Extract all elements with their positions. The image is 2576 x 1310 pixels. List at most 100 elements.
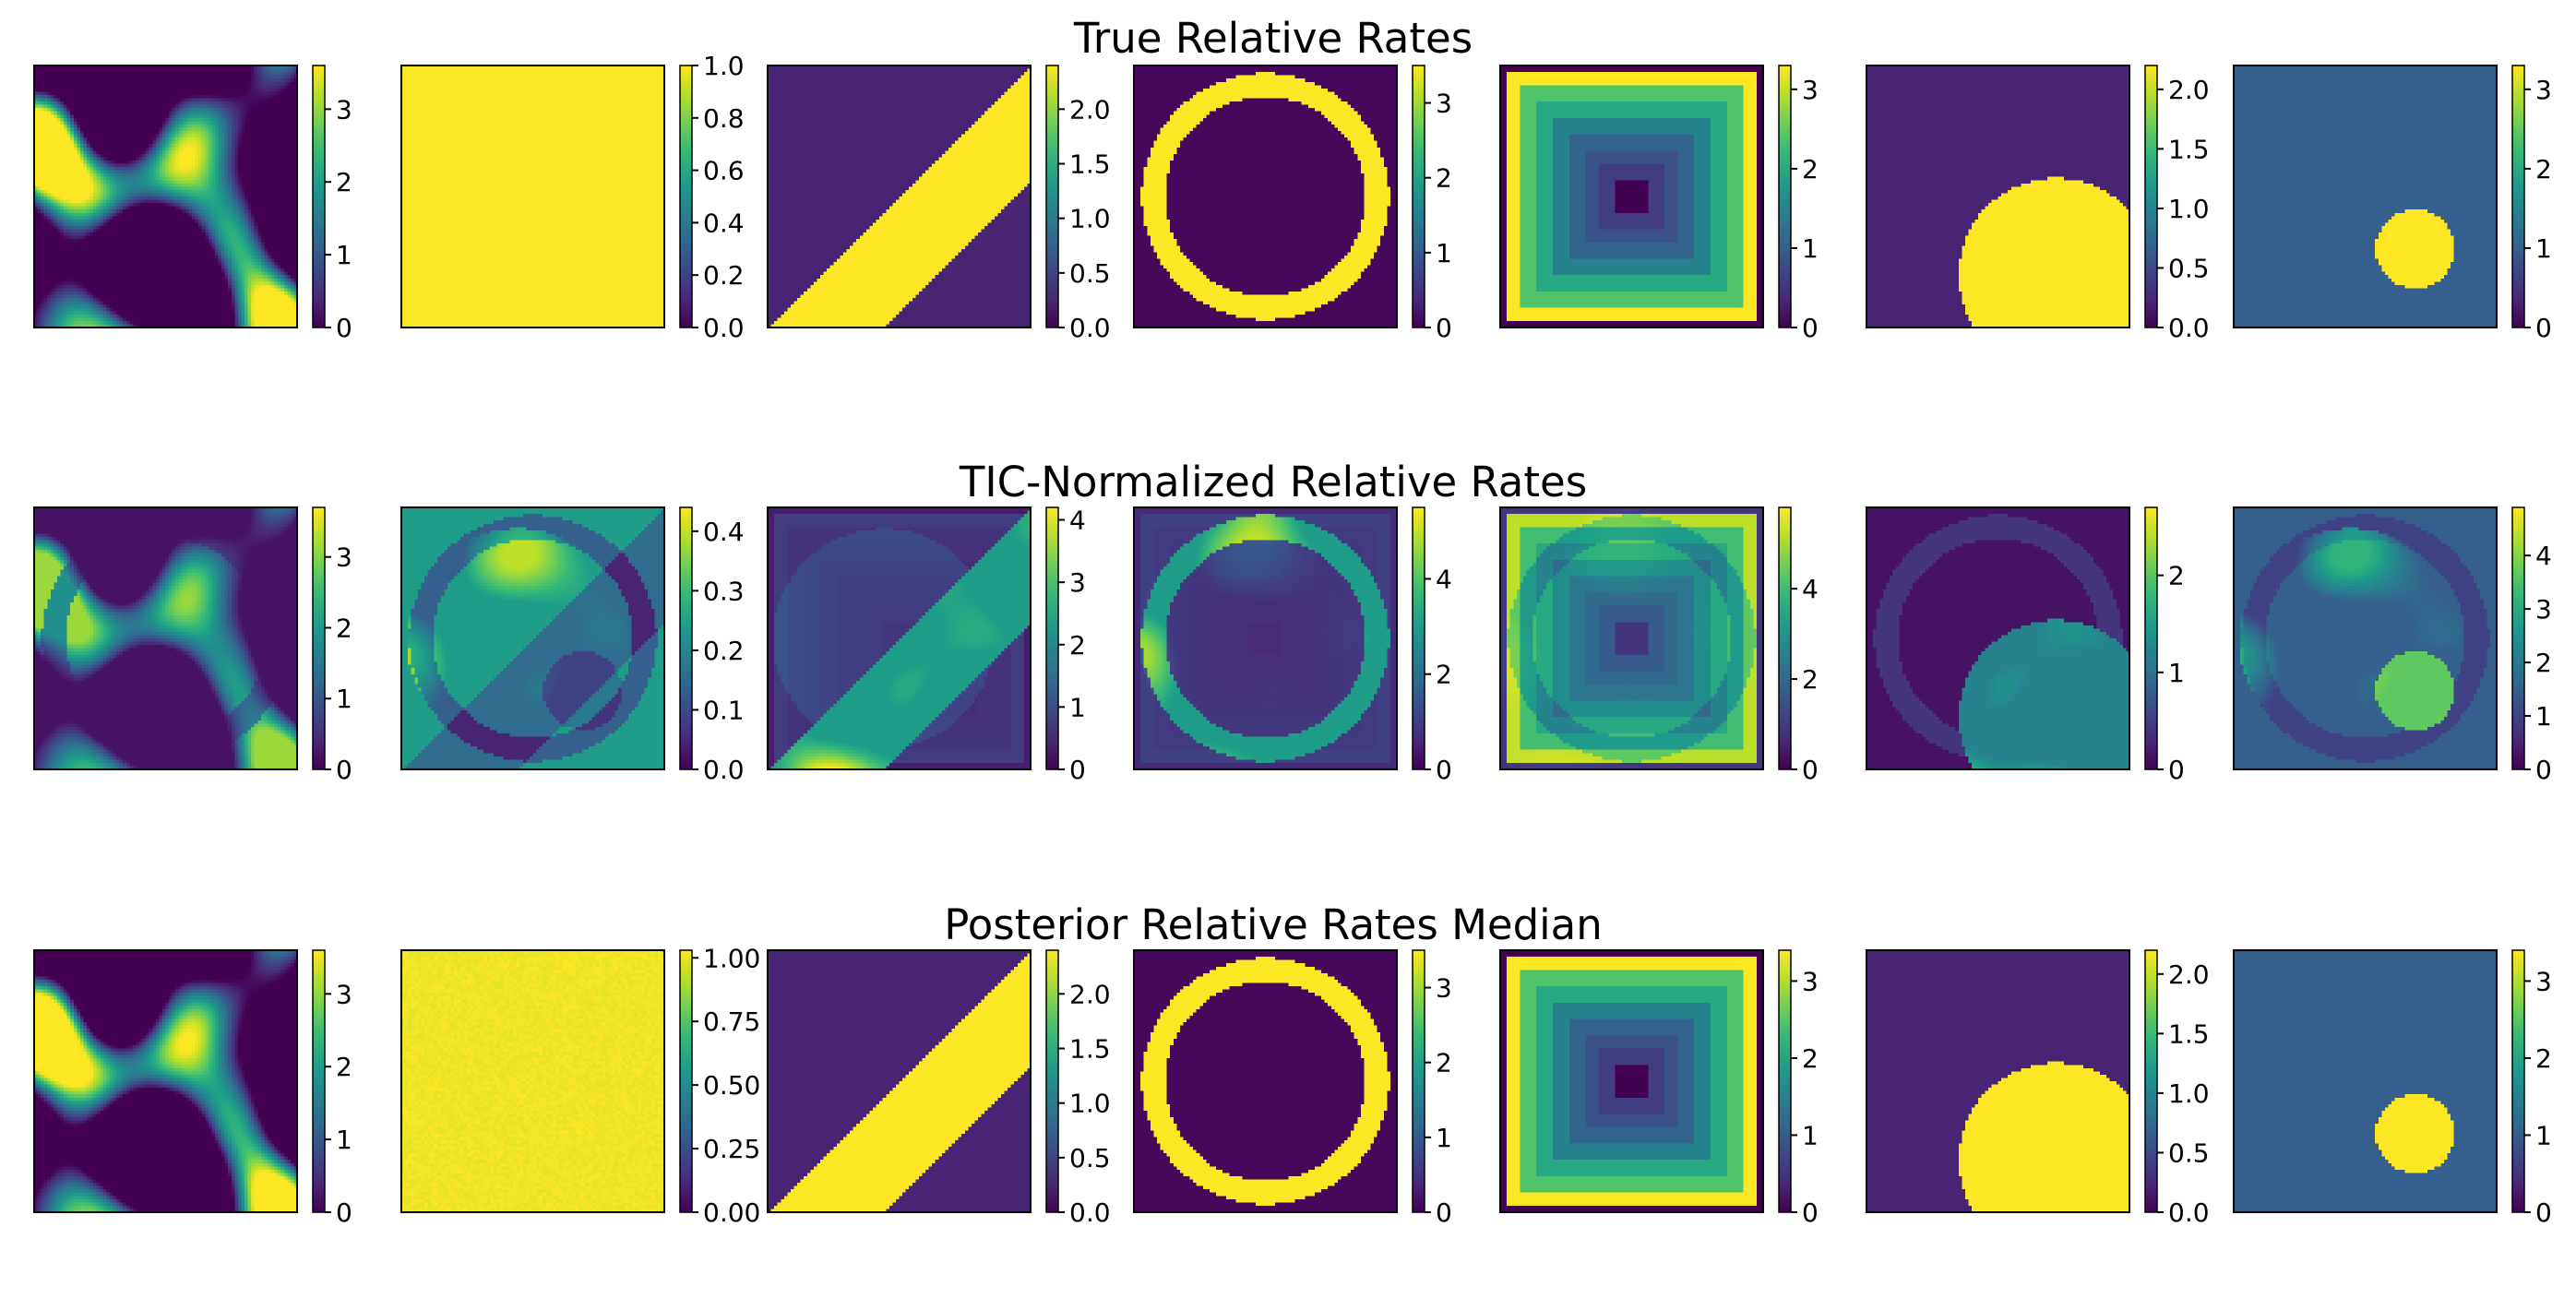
heatmap-panel: 0 1 2 3 (33, 65, 352, 343)
heatmap-panel: 0 1 2 (1866, 506, 2185, 785)
colorbar-frame (1412, 65, 1425, 328)
colorbar-tick-label: 1 (2535, 233, 2552, 264)
colorbar-frame (1045, 949, 1059, 1213)
colorbar-tick-label: 2.0 (2168, 75, 2210, 105)
colorbar (2145, 507, 2157, 769)
colorbar-tick-label: 0 (1802, 755, 1819, 785)
colorbar-tick-label: 0.0 (1069, 313, 1111, 343)
colorbar-frame (1778, 506, 1792, 770)
colorbar-tick-label: 3 (336, 94, 352, 125)
colorbar-tick-label: 0 (2535, 1197, 2552, 1228)
heatmap-frame (400, 506, 665, 770)
heatmap-image (768, 950, 1031, 1212)
heatmap-image (401, 950, 664, 1212)
colorbar (1046, 950, 1058, 1212)
colorbar-tick-label: 3 (1069, 567, 1086, 598)
colorbar-frame (2511, 949, 2525, 1213)
colorbar-frame (1412, 506, 1425, 770)
heatmap-panel: 0 1 2 3 (2233, 65, 2552, 343)
colorbar (1413, 66, 1425, 328)
colorbar-tick-label: 4 (1069, 506, 1086, 536)
colorbar-tick-label: 0.0 (703, 755, 745, 785)
colorbar-tick-label: 0.2 (703, 260, 745, 291)
colorbar-tick-label: 2 (1436, 660, 1452, 690)
colorbar-frame (2144, 506, 2158, 770)
row-title: True Relative Rates (1073, 14, 1473, 63)
colorbar-tick-label: 0.0 (2168, 1197, 2210, 1228)
colorbar-tick-label: 2.0 (2168, 959, 2210, 990)
colorbar-tick-label: 0 (1436, 1197, 1452, 1228)
heatmap-frame (1866, 949, 2130, 1213)
colorbar-tick-label: 3 (1802, 966, 1819, 996)
colorbar-tick-label: 0 (1802, 1197, 1819, 1228)
colorbar-tick-label: 0.6 (703, 156, 745, 186)
heatmap-frame (1133, 949, 1398, 1213)
heatmap-panel: 0.0 0.5 1.0 1.5 2.0 (1866, 949, 2210, 1228)
heatmap-image (401, 66, 664, 328)
colorbar-tick-label: 2 (336, 613, 352, 643)
colorbar-tick-label: 0.8 (703, 103, 745, 134)
colorbar-tick-label: 0.50 (703, 1070, 760, 1101)
colorbar-tick-label: 3 (2535, 966, 2552, 996)
colorbar-tick-label: 0.1 (703, 695, 745, 725)
colorbar-tick-label: 2 (2535, 648, 2552, 678)
heatmap-frame (767, 949, 1032, 1213)
colorbar-tick-label: 1.0 (703, 51, 745, 81)
heatmap-image (1866, 507, 2129, 769)
colorbar-tick-label: 1.0 (2168, 1078, 2210, 1109)
colorbar (313, 66, 325, 328)
heatmap-panel: 0.0 0.1 0.2 0.3 0.4 (400, 506, 745, 785)
colorbar (313, 507, 325, 769)
colorbar (1413, 950, 1425, 1212)
heatmap-panel: 0.0 0.2 0.4 0.6 0.8 1.0 (400, 51, 745, 343)
heatmap-frame (767, 65, 1032, 328)
heatmap-panel: 0.0 0.5 1.0 1.5 2.0 (767, 65, 1111, 343)
colorbar-tick-label: 3 (2535, 594, 2552, 625)
colorbar (680, 66, 692, 328)
colorbar-tick-label: 1 (336, 240, 352, 270)
colorbar (2145, 950, 2157, 1212)
colorbar (680, 950, 692, 1212)
colorbar-tick-label: 0.3 (703, 576, 745, 606)
colorbar (313, 950, 325, 1212)
heatmap-image (34, 66, 297, 328)
heatmap-image (1500, 950, 1763, 1212)
heatmap-panel: 0 1 2 3 4 (2233, 506, 2552, 785)
colorbar-tick-label: 0.0 (1069, 1197, 1111, 1228)
heatmap-frame (400, 65, 665, 328)
heatmap-frame (33, 506, 298, 770)
colorbar-tick-label: 2 (1802, 1043, 1819, 1074)
colorbar-tick-label: 3 (1802, 75, 1819, 105)
colorbar-tick-label: 1.5 (1069, 149, 1111, 180)
colorbar-tick-label: 0 (336, 1197, 352, 1228)
colorbar-frame (312, 506, 326, 770)
colorbar-frame (1045, 65, 1059, 328)
colorbar-frame (679, 949, 693, 1213)
heatmap-image (1134, 66, 1397, 328)
colorbar-frame (312, 949, 326, 1213)
heatmap-image (1500, 507, 1763, 769)
colorbar-tick-label: 0 (1802, 313, 1819, 343)
plots-layer: True Relative Rates 0 1 2 3 0.0 0.2 0.4 0.6 0.8 1.… (33, 14, 2552, 1228)
colorbar-tick-label: 1 (1069, 692, 1086, 722)
colorbar-tick-label: 2 (336, 1052, 352, 1082)
colorbar-tick-label: 1 (336, 684, 352, 714)
colorbar-tick-label: 2 (1069, 630, 1086, 661)
heatmap-frame (1133, 506, 1398, 770)
colorbar-tick-label: 2 (1802, 154, 1819, 185)
colorbar-tick-label: 0.0 (703, 313, 745, 343)
colorbar-tick-label: 1 (1436, 238, 1452, 268)
colorbar-tick-label: 3 (336, 542, 352, 573)
colorbar-tick-label: 1 (2535, 1120, 2552, 1150)
colorbar-tick-label: 0.0 (2168, 313, 2210, 343)
colorbar (1046, 507, 1058, 769)
colorbar-frame (2511, 65, 2525, 328)
heatmap-image (2234, 950, 2497, 1212)
row-3: Posterior Relative Rates Median01230.000… (33, 900, 2552, 1228)
colorbar-tick-label: 4 (1802, 574, 1819, 604)
colorbar-frame (2511, 506, 2525, 770)
colorbar-tick-label: 0.5 (2168, 1137, 2210, 1168)
colorbar-tick-label: 0.5 (2168, 253, 2210, 283)
heatmap-panel: 0 1 2 3 4 (767, 506, 1086, 785)
